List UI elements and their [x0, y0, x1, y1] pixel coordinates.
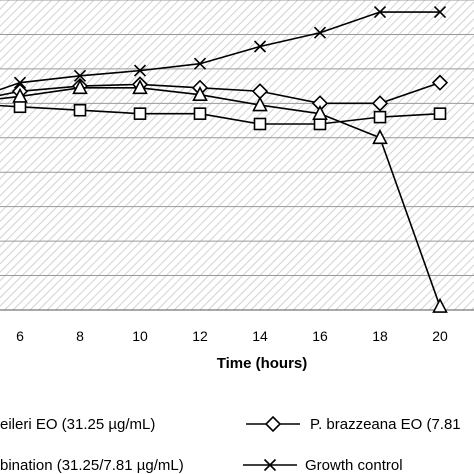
data-point — [193, 107, 207, 120]
data-point — [13, 100, 27, 114]
legend-label: bination (31.25/7.81 µg/mL) — [0, 457, 184, 474]
series-x — [0, 5, 447, 91]
data-point — [371, 95, 389, 112]
x-tick-label: 10 — [132, 328, 148, 344]
data-point — [132, 79, 148, 95]
plot-area — [0, 0, 474, 310]
data-point — [13, 76, 27, 89]
x-tick-labels: 6 8 10 12 14 16 18 20 — [16, 328, 448, 344]
data-point — [313, 26, 327, 39]
data-point — [133, 107, 147, 120]
x-tick-label: 18 — [372, 328, 388, 344]
x-tick-label: 8 — [76, 328, 84, 344]
data-point — [433, 107, 447, 120]
data-point — [72, 79, 88, 95]
data-point — [192, 85, 208, 102]
data-point — [12, 87, 28, 103]
legend-label: eileri EO (31.25 µg/mL) — [0, 416, 155, 433]
gridlines — [0, 0, 474, 311]
x-tick-label: 12 — [192, 328, 208, 344]
legend: eileri EO (31.25 µg/mL) P. brazzeana EO (… — [0, 415, 461, 474]
legend-key-x — [243, 458, 297, 472]
data-point — [373, 5, 387, 19]
data-point — [313, 117, 327, 131]
data-point — [133, 64, 147, 77]
data-point — [253, 40, 267, 53]
data-point — [433, 5, 447, 19]
data-point — [373, 110, 387, 124]
x-tick-label: 14 — [252, 328, 268, 344]
data-point — [432, 297, 448, 313]
legend-key-diamond — [246, 415, 300, 433]
legend-label: Growth control — [305, 457, 403, 474]
x-tick-label: 20 — [432, 328, 448, 344]
data-point — [193, 57, 207, 70]
x-tick-label: 6 — [16, 328, 24, 344]
x-axis-title: Time (hours) — [217, 355, 308, 372]
series-triangle — [0, 79, 448, 313]
data-point — [73, 103, 87, 117]
x-tick-label: 16 — [312, 328, 328, 344]
data-point — [372, 129, 388, 145]
data-point — [312, 104, 328, 120]
data-point — [431, 74, 449, 91]
legend-label: P. brazzeana EO (7.81 — [310, 416, 461, 433]
series-layer — [0, 5, 449, 313]
data-point — [253, 117, 267, 131]
data-point — [252, 96, 268, 112]
data-point — [73, 69, 87, 82]
